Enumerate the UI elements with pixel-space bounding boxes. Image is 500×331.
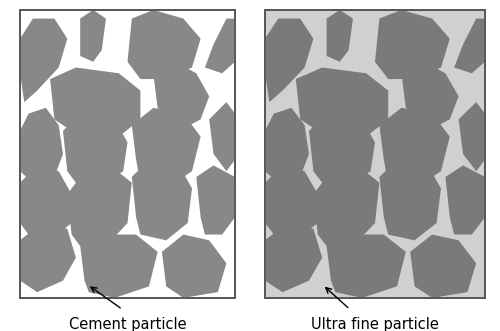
Polygon shape bbox=[380, 108, 450, 188]
Polygon shape bbox=[20, 19, 68, 102]
Polygon shape bbox=[209, 102, 235, 171]
Polygon shape bbox=[265, 108, 309, 183]
Polygon shape bbox=[296, 68, 388, 137]
Polygon shape bbox=[132, 108, 200, 188]
Polygon shape bbox=[63, 114, 128, 188]
Polygon shape bbox=[162, 235, 226, 298]
Polygon shape bbox=[132, 160, 192, 240]
Polygon shape bbox=[128, 10, 200, 79]
Polygon shape bbox=[265, 166, 318, 240]
Polygon shape bbox=[154, 62, 209, 131]
Polygon shape bbox=[68, 166, 132, 246]
Polygon shape bbox=[196, 166, 235, 235]
Polygon shape bbox=[265, 223, 322, 292]
Text: Cement particle: Cement particle bbox=[68, 317, 186, 331]
Polygon shape bbox=[326, 235, 406, 298]
Polygon shape bbox=[20, 108, 63, 183]
Polygon shape bbox=[314, 166, 380, 246]
Polygon shape bbox=[375, 10, 450, 79]
Polygon shape bbox=[309, 114, 375, 188]
Bar bbox=[265, 10, 485, 298]
Polygon shape bbox=[50, 68, 140, 137]
Polygon shape bbox=[402, 62, 458, 131]
Polygon shape bbox=[20, 223, 76, 292]
Polygon shape bbox=[326, 10, 353, 62]
Polygon shape bbox=[80, 235, 158, 298]
Bar bbox=[265, 10, 485, 298]
Text: Ultra fine particle: Ultra fine particle bbox=[311, 317, 439, 331]
Bar bbox=[20, 10, 235, 298]
Polygon shape bbox=[458, 102, 485, 171]
Polygon shape bbox=[20, 166, 72, 240]
Polygon shape bbox=[454, 19, 485, 73]
Polygon shape bbox=[446, 166, 485, 235]
Polygon shape bbox=[80, 10, 106, 62]
Bar bbox=[20, 10, 235, 298]
Polygon shape bbox=[265, 19, 314, 102]
Polygon shape bbox=[205, 19, 235, 73]
Polygon shape bbox=[410, 235, 476, 298]
Polygon shape bbox=[380, 160, 441, 240]
